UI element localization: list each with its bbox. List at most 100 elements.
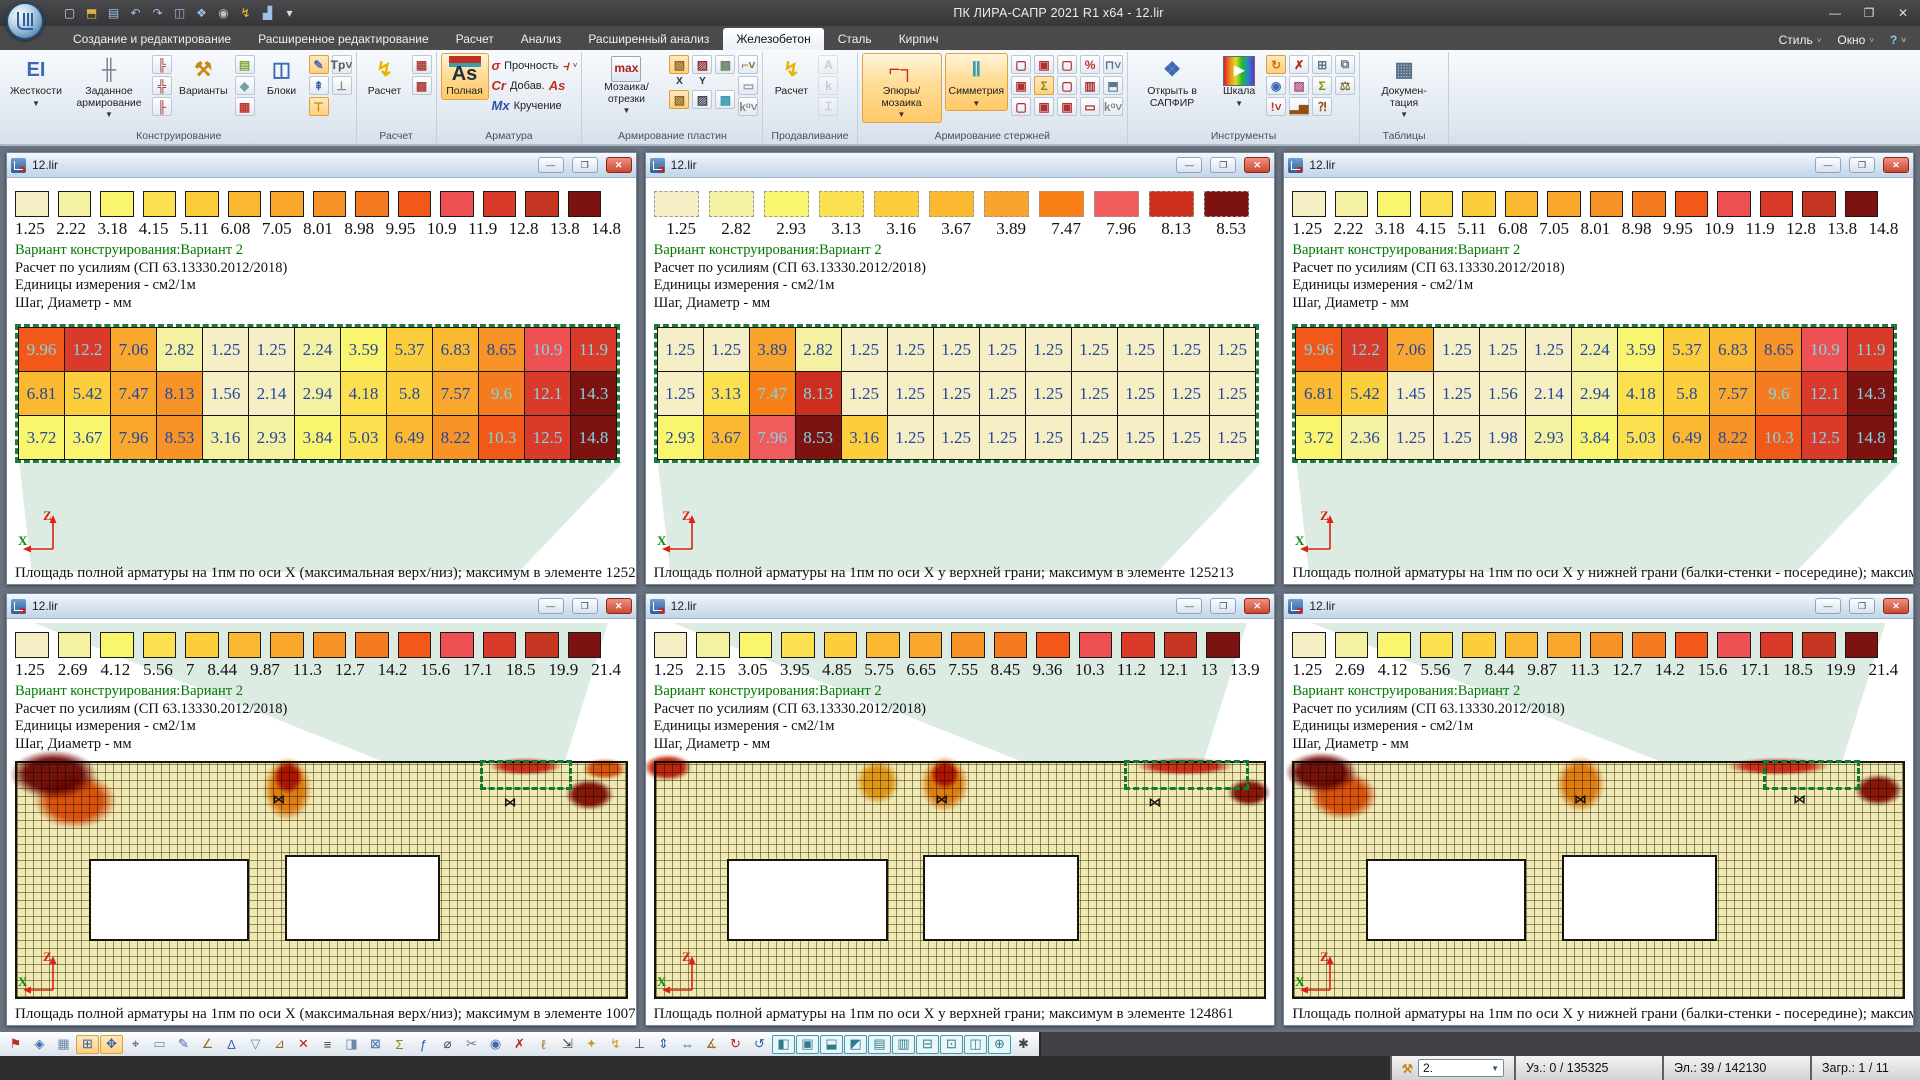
doc-icon[interactable]: ⬒ — [1103, 76, 1124, 95]
list-icon[interactable]: ▤ — [234, 55, 255, 74]
pane-cols-icon[interactable]: ▥ — [892, 1034, 915, 1054]
symmetry-button[interactable]: Ⅱ Симметрия ▼ — [944, 53, 1009, 111]
delete-results-icon[interactable]: ✗ — [1289, 55, 1310, 74]
target-icon[interactable]: ⌖ — [131, 1036, 140, 1051]
additional-item[interactable]: Cr Добав. As — [492, 76, 578, 95]
diameter-icon[interactable]: ⌀ — [443, 1036, 452, 1051]
ruler-color-icon[interactable]: ▨ — [1289, 76, 1310, 95]
menu-окно[interactable]: Окно ˅ — [1829, 30, 1882, 50]
function-icon[interactable]: ƒ — [419, 1036, 428, 1052]
star-icon[interactable]: ✦ — [586, 1036, 597, 1051]
book-icon[interactable]: ❖ — [196, 6, 207, 20]
erase-icon[interactable]: ✕ — [298, 1036, 309, 1051]
mdi-maximize-button[interactable]: ❐ — [571, 598, 598, 614]
tab-железобетон[interactable]: Железобетон — [723, 28, 824, 50]
length-icon[interactable]: ℓ — [541, 1036, 546, 1052]
mdi-close-button[interactable]: ✕ — [1244, 598, 1271, 614]
pane-dot-icon[interactable]: ⊡ — [940, 1034, 963, 1054]
mdi-minimize-button[interactable]: — — [537, 157, 564, 173]
asterisk-icon[interactable]: ✱ — [1018, 1036, 1029, 1051]
asw-icon[interactable]: A — [818, 55, 839, 74]
open-folder-icon[interactable]: ⬒ — [85, 6, 98, 20]
draw-icon[interactable]: ✎ — [178, 1036, 189, 1051]
bar-corner9-icon[interactable]: ▣ — [1057, 97, 1078, 116]
package-icon[interactable]: ◫ — [173, 6, 186, 20]
ruler-icon[interactable]: ⌐˅ — [738, 55, 759, 74]
mdi-close-button[interactable]: ✕ — [605, 598, 632, 614]
new-document-icon[interactable]: ▢ — [63, 6, 76, 20]
tee-section-icon[interactable]: ⊤ — [308, 97, 329, 116]
bar-corner8-icon[interactable]: ▣ — [1034, 97, 1055, 116]
delta-icon[interactable]: Δ — [227, 1036, 236, 1052]
measure-angle-icon[interactable]: ∡ — [705, 1036, 718, 1051]
tab-анализ[interactable]: Анализ — [520, 32, 562, 46]
exclaim-icon[interactable]: !˅ — [1266, 97, 1287, 116]
vertical-icon[interactable]: ⇕ — [658, 1036, 669, 1051]
copy-icon[interactable]: ⧉ — [1335, 55, 1356, 74]
app-minimize-button[interactable]: — — [1829, 6, 1841, 20]
mdi-maximize-button[interactable]: ❐ — [1210, 598, 1237, 614]
app-title-bar[interactable]: ▢ ⬒ ▤ ↶ ↷ ◫ ❖ ◉ ↯ ▟ ▾ ПК ЛИРА-САПР 2021 R1 x64 - 1… — [0, 0, 1920, 26]
documentation-button[interactable]: ▦ Докумен- тация ▼ — [1364, 53, 1444, 123]
tab-расчет[interactable]: Расчет — [455, 32, 494, 46]
stripes-icon[interactable]: ▥ — [1080, 76, 1101, 95]
tp-icon[interactable]: Tp˅ — [331, 55, 352, 74]
mdi-minimize-button[interactable]: — — [1815, 157, 1841, 173]
grid-red-icon[interactable]: ▦ — [411, 55, 432, 74]
mdi-maximize-button[interactable]: ❐ — [1210, 157, 1237, 173]
rotate-ccw-icon[interactable]: ↺ — [754, 1036, 765, 1051]
cube-y-bottom-icon[interactable]: ▨ — [692, 90, 713, 109]
diagram-icon[interactable]: ▟ — [262, 6, 273, 20]
bar-corner3-icon[interactable]: ▢ — [1057, 55, 1078, 74]
tab-создание-и-редактирование[interactable]: Создание и редактирование — [73, 32, 232, 46]
pane-full-icon[interactable]: ▣ — [796, 1034, 819, 1054]
grid-red2-icon[interactable]: ▩ — [411, 76, 432, 95]
more-icon[interactable]: ▾ — [286, 6, 293, 20]
bolt-icon[interactable]: ↯ — [610, 1036, 621, 1051]
app-close-button[interactable]: ✕ — [1897, 6, 1909, 20]
cube-x-bottom-icon[interactable]: ▧ — [669, 90, 690, 109]
pane-minus-icon[interactable]: ⊟ — [916, 1034, 939, 1054]
layers-icon[interactable]: ≡ — [323, 1036, 332, 1052]
pane-bottom-icon[interactable]: ⬓ — [820, 1034, 843, 1054]
pencil-plus-icon[interactable]: ✎ — [308, 55, 329, 74]
mdi-maximize-button[interactable]: ❐ — [1849, 157, 1875, 173]
cube-plain-icon[interactable]: ▩ — [715, 55, 736, 74]
mdi-title-bar[interactable]: 12.lir — ❐ ✕ — [645, 153, 1275, 178]
strength-item[interactable]: σ Прочность ⫞ ˅ — [492, 56, 578, 75]
pane-corner-icon[interactable]: ◩ — [844, 1034, 867, 1054]
tab-расширенный-анализ[interactable]: Расширенный анализ — [588, 32, 710, 46]
bar-corner1-icon[interactable]: ▢ — [1011, 55, 1032, 74]
mdi-minimize-button[interactable]: — — [1815, 598, 1841, 614]
bar-sigma-icon[interactable]: Σ — [1034, 76, 1055, 95]
menu-стиль[interactable]: Стиль ˅ — [1771, 30, 1830, 50]
camera-icon[interactable]: ◉ — [218, 6, 229, 20]
mdi-title-bar[interactable]: 12.lir — ❐ ✕ — [7, 594, 636, 619]
percent-icon[interactable]: % — [1080, 55, 1101, 74]
scale-colors-button[interactable]: ▸ Шкала ▼ — [1215, 53, 1263, 111]
reject-icon[interactable]: ✗ — [514, 1036, 525, 1051]
app-restore-button[interactable]: ❐ — [1863, 6, 1875, 20]
mdi-title-bar[interactable]: 12.lir — ❐ ✕ — [1284, 594, 1913, 619]
strip-icon[interactable]: ▭ — [1080, 97, 1101, 116]
question-numbers-icon[interactable]: ⁈ — [1312, 97, 1333, 116]
mdi-minimize-button[interactable]: — — [1176, 598, 1203, 614]
undo-icon[interactable]: ↶ — [130, 6, 141, 20]
mdi-close-button[interactable]: ✕ — [605, 157, 632, 173]
save-icon[interactable]: ▤ — [107, 6, 120, 20]
rotate-cw-icon[interactable]: ↻ — [730, 1036, 741, 1051]
blocks-button[interactable]: ◫ Блоки — [258, 53, 306, 100]
pane-left-icon[interactable]: ◧ — [772, 1034, 795, 1054]
mdi-minimize-button[interactable]: — — [537, 598, 564, 614]
half-icon[interactable]: ◨ — [345, 1036, 358, 1051]
isometry-icon[interactable]: ◈ — [34, 1036, 45, 1051]
stiffness-button[interactable]: EI Жесткости ▼ — [6, 53, 66, 111]
arrows-icon[interactable]: ⇞ — [308, 76, 329, 95]
cube-y-top-icon[interactable]: ▨ — [692, 55, 713, 74]
grid-toggle-icon[interactable]: ⊞ — [76, 1034, 99, 1054]
tab-расширенное-редактирование[interactable]: Расширенное редактирование — [258, 32, 429, 46]
rebar-wall-icon[interactable]: ╠ — [151, 55, 172, 74]
app-logo[interactable] — [6, 2, 44, 40]
mdi-title-bar[interactable]: 12.lir — ❐ ✕ — [7, 153, 636, 178]
frame-icon[interactable]: ▭ — [153, 1036, 166, 1051]
